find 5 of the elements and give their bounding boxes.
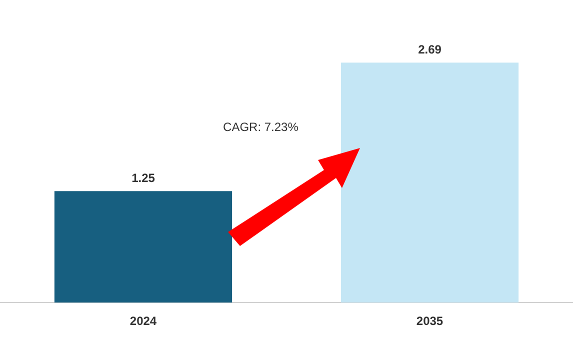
x-tick-label: 2024	[130, 314, 157, 328]
data-label: 1.25	[132, 171, 156, 186]
data-label: 2.69	[418, 42, 442, 57]
x-tick-label: 2035	[416, 314, 444, 328]
annotation: CAGR: 7.23%	[223, 120, 299, 134]
